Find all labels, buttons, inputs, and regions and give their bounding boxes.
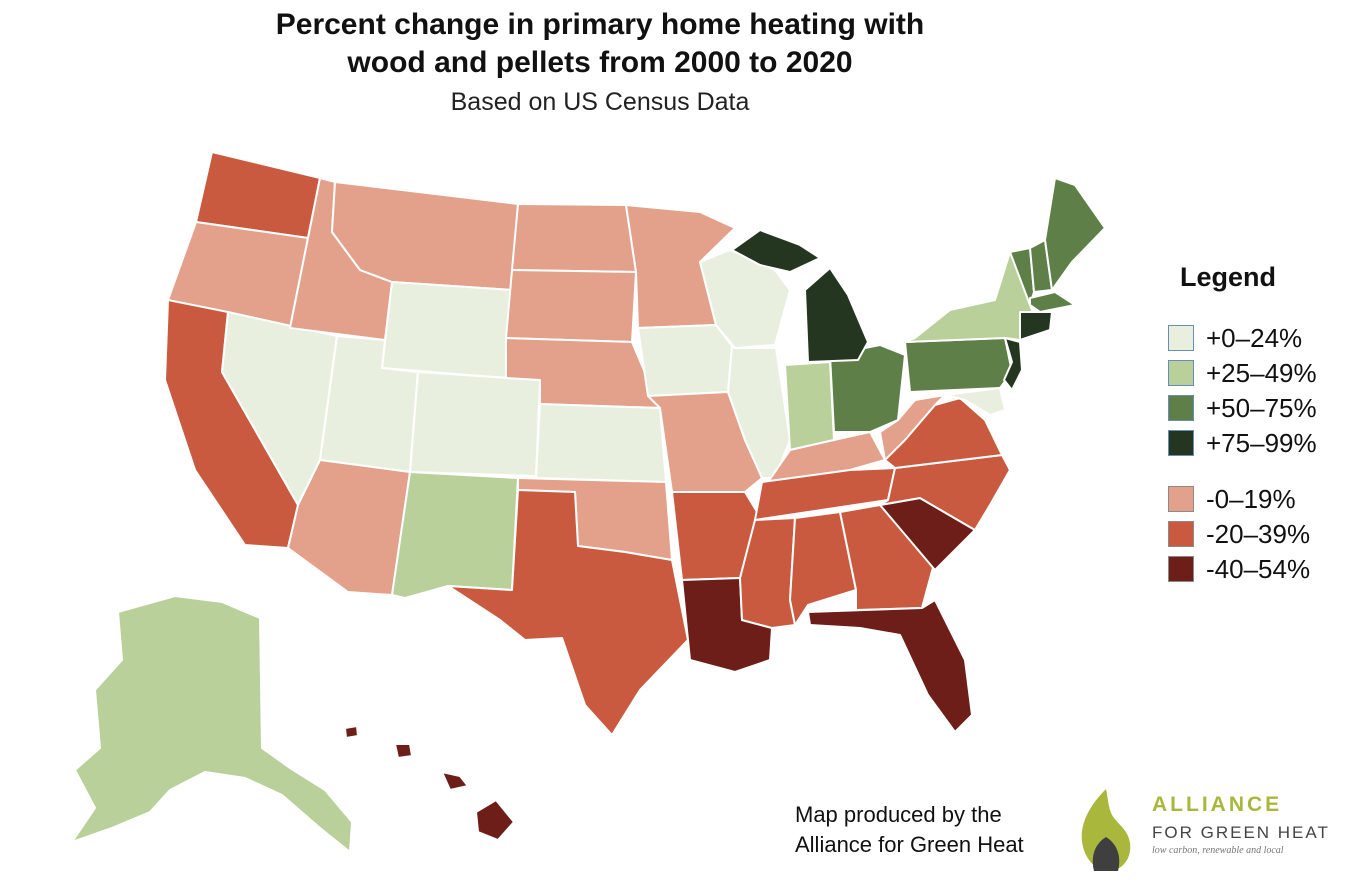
state-maryland <box>944 387 1006 416</box>
legend-title: Legend <box>1180 262 1277 292</box>
state-hawaii <box>475 799 515 841</box>
state-wyoming <box>381 281 513 379</box>
state-new-jersey <box>1003 337 1023 391</box>
credit-line2: Alliance for Green Heat <box>795 832 1024 857</box>
legend-label: -20–39% <box>1206 518 1311 549</box>
map-title-line1: Percent change in primary home heating w… <box>275 8 925 41</box>
legend-item: -0–19% <box>1168 484 1348 514</box>
state-south-dakota <box>505 269 637 343</box>
state-west-virginia <box>879 394 946 461</box>
map-subtitle: Based on US Census Data <box>450 88 750 116</box>
state-colorado <box>409 371 541 477</box>
legend-swatch-neg3 <box>1168 556 1194 582</box>
legend-label: +50–75% <box>1206 392 1317 423</box>
legend-swatch-pos1 <box>1168 325 1194 351</box>
legend-swatch-pos4 <box>1168 430 1194 456</box>
legend-item: +75–99% <box>1168 428 1348 458</box>
hawaii-island-kauai <box>344 725 359 739</box>
state-massachusetts <box>1029 291 1076 313</box>
logo-line1: ALLIANCE <box>1152 793 1283 816</box>
legend-item: -40–54% <box>1168 554 1348 584</box>
legend-swatch-neg2 <box>1168 521 1194 547</box>
legend-item: +50–75% <box>1168 393 1348 423</box>
state-maine <box>1044 177 1106 291</box>
hawaii-island-maui <box>441 771 469 791</box>
state-illinois <box>727 345 791 479</box>
map-legend: Legend +0–24% +25–49% +50–75% +75–99% -0… <box>1168 262 1348 589</box>
legend-item: -20–39% <box>1168 519 1348 549</box>
legend-label: -0–19% <box>1206 483 1296 514</box>
legend-swatch-pos2 <box>1168 360 1194 386</box>
legend-swatch-neg1 <box>1168 486 1194 512</box>
state-michigan-upper <box>731 229 821 273</box>
legend-item: +0–24% <box>1168 323 1348 353</box>
state-new-mexico <box>391 471 519 599</box>
state-iowa <box>637 324 733 397</box>
legend-swatch-pos3 <box>1168 395 1194 421</box>
state-florida <box>807 599 973 733</box>
map-title-line2: wood and pellets from 2000 to 2020 <box>347 46 853 79</box>
logo-line2: FOR GREEN HEAT <box>1152 823 1330 842</box>
state-indiana <box>784 361 835 451</box>
state-kansas <box>535 403 667 483</box>
legend-label: -40–54% <box>1206 553 1311 584</box>
alliance-logo: ALLIANCE FOR GREEN HEAT low carbon, rene… <box>1072 785 1342 875</box>
legend-label: +25–49% <box>1206 357 1317 388</box>
state-alaska <box>71 595 353 853</box>
map-credit: Map produced by the Alliance for Green H… <box>795 800 1024 860</box>
hawaii-island-oahu <box>394 743 413 759</box>
legend-label: +0–24% <box>1206 322 1303 353</box>
credit-line1: Map produced by the <box>795 802 1002 827</box>
state-michigan-lower <box>804 267 869 363</box>
flame-icon <box>1081 789 1131 871</box>
legend-item: +25–49% <box>1168 358 1348 388</box>
legend-label: +75–99% <box>1206 427 1317 458</box>
logo-tagline: low carbon, renewable and local <box>1152 845 1284 856</box>
state-texas <box>447 489 689 736</box>
state-pennsylvania <box>904 337 1013 393</box>
state-connecticut <box>1019 311 1053 341</box>
state-north-dakota <box>511 203 637 273</box>
